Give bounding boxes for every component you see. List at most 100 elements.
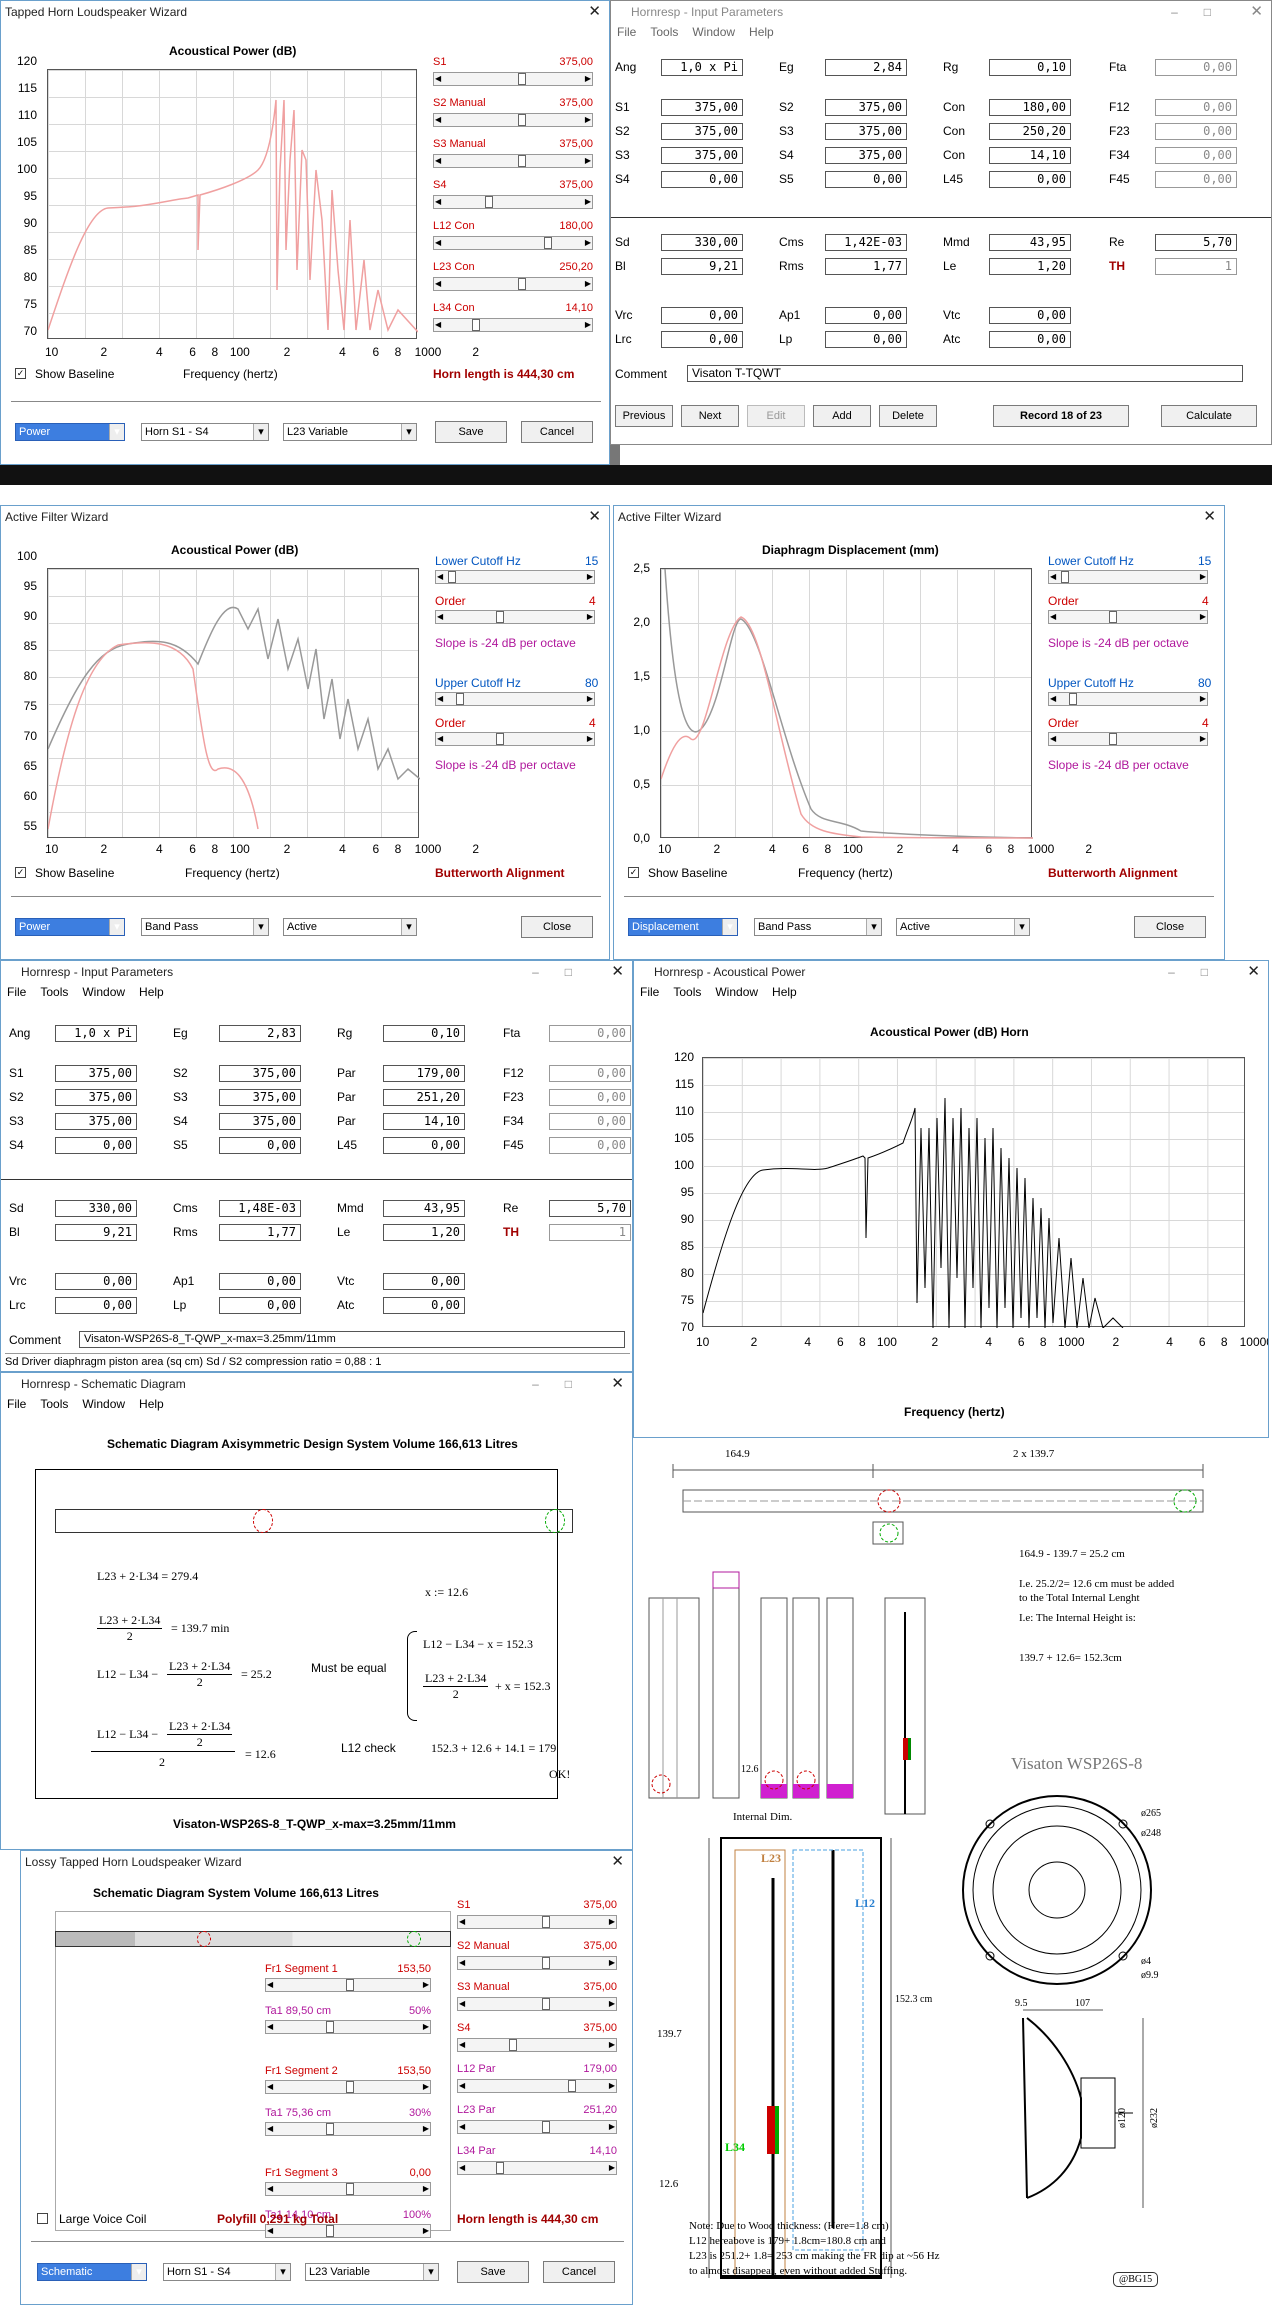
- menu-item-window[interactable]: Window: [82, 1397, 126, 1411]
- param-field-con[interactable]: 14,10: [989, 147, 1071, 164]
- param-field-re[interactable]: 5,70: [1155, 234, 1237, 251]
- param-field-s4[interactable]: 0,00: [661, 171, 743, 188]
- menu-item-tools[interactable]: Tools: [40, 985, 69, 999]
- parameter-slider[interactable]: [457, 1997, 617, 2011]
- comment-field[interactable]: Visaton-WSP26S-8_T-QWP_x-max=3.25mm/11mm: [79, 1331, 625, 1348]
- filter-type-dropdown[interactable]: Band Pass: [754, 918, 882, 936]
- param-field-con[interactable]: 180,00: [989, 99, 1071, 116]
- param-field-par[interactable]: 14,10: [383, 1113, 465, 1130]
- param-field-mmd[interactable]: 43,95: [383, 1200, 465, 1217]
- param-field-atc[interactable]: 0,00: [383, 1297, 465, 1314]
- menu-item-help[interactable]: Help: [139, 1397, 164, 1411]
- segment-fr-slider[interactable]: [265, 2080, 431, 2094]
- menu-item-help[interactable]: Help: [749, 25, 774, 39]
- previous-button[interactable]: Previous: [615, 405, 673, 427]
- param-field-lrc[interactable]: 0,00: [55, 1297, 137, 1314]
- parameter-slider[interactable]: [457, 2120, 617, 2134]
- param-field-lrc[interactable]: 0,00: [661, 331, 743, 348]
- param-field-s1[interactable]: 375,00: [55, 1065, 137, 1082]
- param-field-lp[interactable]: 0,00: [825, 331, 907, 348]
- param-field-f12[interactable]: 0,00: [1155, 99, 1237, 116]
- calculate-button[interactable]: Calculate: [1161, 405, 1257, 427]
- menu-item-window[interactable]: Window: [715, 985, 759, 999]
- menu-item-file[interactable]: File: [617, 25, 637, 39]
- menu-item-tools[interactable]: Tools: [40, 1397, 69, 1411]
- parameter-slider[interactable]: [457, 2079, 617, 2093]
- param-field-f34[interactable]: 0,00: [549, 1113, 631, 1130]
- param-field-eg[interactable]: 2,84: [825, 59, 907, 76]
- param-field-s2[interactable]: 375,00: [219, 1065, 301, 1082]
- upper-cutoff-slider[interactable]: [1048, 692, 1208, 706]
- segment-ta-slider[interactable]: [265, 2020, 431, 2034]
- slider-thumb[interactable]: [472, 319, 480, 331]
- slider-thumb[interactable]: [541, 1957, 550, 1969]
- param-field-ang[interactable]: 1,0 x Pi: [661, 59, 743, 76]
- parameter-slider[interactable]: [433, 113, 593, 127]
- slider-thumb[interactable]: [326, 2123, 334, 2135]
- menu-item-file[interactable]: File: [640, 985, 660, 999]
- param-field-rg[interactable]: 0,10: [989, 59, 1071, 76]
- upper-cutoff-slider[interactable]: [435, 692, 595, 706]
- parameter-slider[interactable]: [457, 2038, 617, 2052]
- param-field-con[interactable]: 250,20: [989, 123, 1071, 140]
- slider-thumb[interactable]: [517, 155, 526, 167]
- param-field-f45[interactable]: 0,00: [549, 1137, 631, 1154]
- param-field-cms[interactable]: 1,48E-03: [219, 1200, 301, 1217]
- slider-thumb[interactable]: [543, 237, 552, 249]
- order-slider-2[interactable]: [435, 732, 595, 746]
- param-field-lp[interactable]: 0,00: [219, 1297, 301, 1314]
- variable-dropdown[interactable]: L23 Variable: [283, 423, 417, 441]
- close-icon[interactable]: ✕: [588, 3, 601, 20]
- parameter-slider[interactable]: [457, 1915, 617, 1929]
- param-field-le[interactable]: 1,20: [989, 258, 1071, 275]
- slider-thumb[interactable]: [346, 2081, 354, 2093]
- menu-item-window[interactable]: Window: [82, 985, 126, 999]
- parameter-slider[interactable]: [433, 154, 593, 168]
- slider-thumb[interactable]: [517, 73, 526, 85]
- param-field-s3[interactable]: 375,00: [661, 147, 743, 164]
- param-field-rms[interactable]: 1,77: [219, 1224, 301, 1241]
- slider-thumb[interactable]: [326, 2021, 334, 2033]
- param-field-atc[interactable]: 0,00: [989, 331, 1071, 348]
- close-button[interactable]: Close: [1134, 916, 1206, 938]
- parameter-slider[interactable]: [433, 277, 593, 291]
- plot-type-dropdown[interactable]: Schematic: [37, 2263, 147, 2281]
- param-field-th[interactable]: 1: [1155, 258, 1237, 275]
- param-field-re[interactable]: 5,70: [549, 1200, 631, 1217]
- param-field-s4[interactable]: 375,00: [219, 1113, 301, 1130]
- segment-fr-slider[interactable]: [265, 1978, 431, 1992]
- param-field-fta[interactable]: 0,00: [1155, 59, 1237, 76]
- param-field-bl[interactable]: 9,21: [55, 1224, 137, 1241]
- param-field-cms[interactable]: 1,42E-03: [825, 234, 907, 251]
- plot-type-dropdown[interactable]: Displacement: [628, 918, 738, 936]
- param-field-vrc[interactable]: 0,00: [661, 307, 743, 324]
- menu-item-help[interactable]: Help: [139, 985, 164, 999]
- slider-thumb[interactable]: [567, 2080, 576, 2092]
- close-icon[interactable]: ✕: [588, 508, 601, 525]
- slider-thumb[interactable]: [517, 278, 526, 290]
- order-slider-2[interactable]: [1048, 732, 1208, 746]
- param-field-ap1[interactable]: 0,00: [219, 1273, 301, 1290]
- slider-thumb[interactable]: [541, 1998, 550, 2010]
- param-field-fta[interactable]: 0,00: [549, 1025, 631, 1042]
- param-field-vtc[interactable]: 0,00: [383, 1273, 465, 1290]
- parameter-slider[interactable]: [433, 236, 593, 250]
- parameter-slider[interactable]: [457, 2161, 617, 2175]
- param-field-mmd[interactable]: 43,95: [989, 234, 1071, 251]
- slider-thumb[interactable]: [517, 114, 526, 126]
- param-field-f23[interactable]: 0,00: [549, 1089, 631, 1106]
- slider-thumb[interactable]: [485, 196, 493, 208]
- param-field-s3[interactable]: 375,00: [825, 123, 907, 140]
- window-controls[interactable]: –□: [1168, 965, 1234, 979]
- param-field-sd[interactable]: 330,00: [661, 234, 743, 251]
- filter-type-dropdown[interactable]: Band Pass: [141, 918, 269, 936]
- param-field-s3[interactable]: 375,00: [55, 1113, 137, 1130]
- slider-thumb[interactable]: [496, 2162, 504, 2174]
- menu-item-help[interactable]: Help: [772, 985, 797, 999]
- show-baseline-checkbox[interactable]: ✓: [628, 867, 639, 878]
- param-field-s2[interactable]: 375,00: [661, 123, 743, 140]
- save-button[interactable]: Save: [435, 421, 507, 443]
- delete-button[interactable]: Delete: [879, 405, 937, 427]
- param-field-rg[interactable]: 0,10: [383, 1025, 465, 1042]
- close-button[interactable]: Close: [521, 916, 593, 938]
